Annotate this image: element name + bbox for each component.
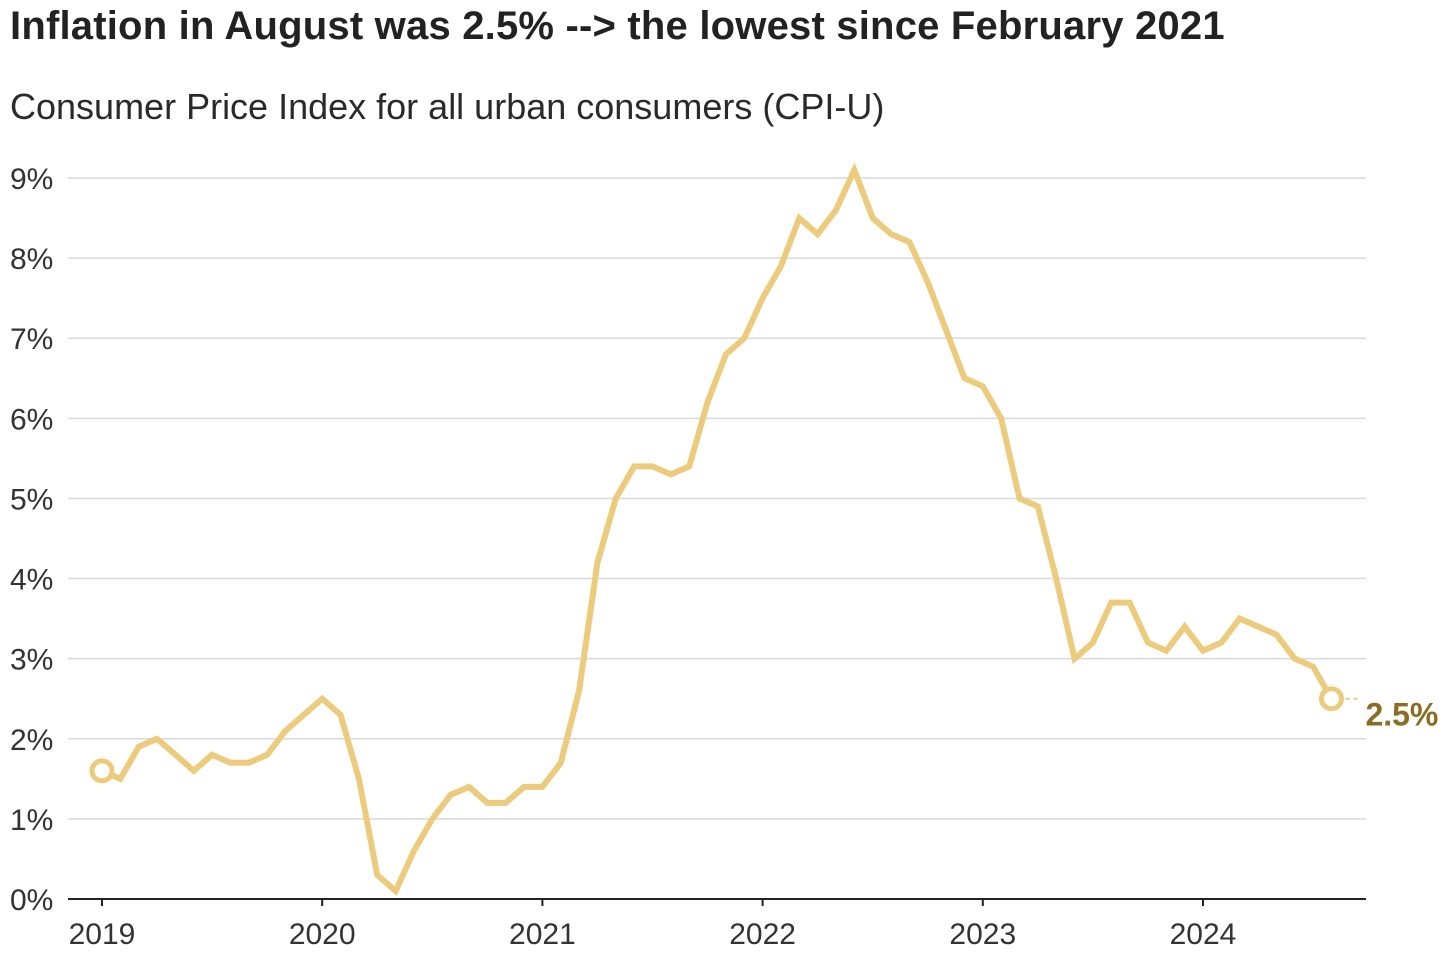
end-value-label: 2.5% xyxy=(1365,697,1438,733)
series-layer xyxy=(100,162,1335,896)
cpi-series-line xyxy=(100,162,1335,896)
x-tick-label: 2020 xyxy=(289,918,356,951)
y-tick-label: 9% xyxy=(10,163,53,196)
y-tick-label: 0% xyxy=(10,884,53,917)
y-tick-label: 7% xyxy=(10,323,53,356)
y-tick-label: 2% xyxy=(10,724,53,757)
x-tick-label: 2023 xyxy=(949,918,1016,951)
gridlines xyxy=(68,177,1366,900)
end-point-marker xyxy=(1318,686,1344,712)
y-tick-label: 1% xyxy=(10,804,53,837)
y-tick-label: 8% xyxy=(10,243,53,276)
x-tick-label: 2024 xyxy=(1170,918,1237,951)
label-layer: 2.5% xyxy=(1345,697,1438,733)
y-tick-label: 3% xyxy=(10,644,53,677)
start-point-marker xyxy=(89,758,115,784)
y-axis-tick-labels: 0% 1% 2% 3% 4% 5% 6% 7% 8% 9% xyxy=(10,163,53,917)
x-axis-tick-labels: 2019 2020 2021 2022 2023 2024 xyxy=(69,899,1237,951)
y-tick-label: 4% xyxy=(10,564,53,597)
marker-layer xyxy=(89,686,1344,784)
y-tick-label: 5% xyxy=(10,483,53,516)
x-tick-label: 2019 xyxy=(69,918,136,951)
x-tick-label: 2022 xyxy=(729,918,796,951)
x-tick-label: 2021 xyxy=(509,918,576,951)
chart-subtitle: Consumer Price Index for all urban consu… xyxy=(10,86,885,127)
y-tick-label: 6% xyxy=(10,403,53,436)
chart-title: Inflation in August was 2.5% --> the low… xyxy=(10,4,1225,48)
